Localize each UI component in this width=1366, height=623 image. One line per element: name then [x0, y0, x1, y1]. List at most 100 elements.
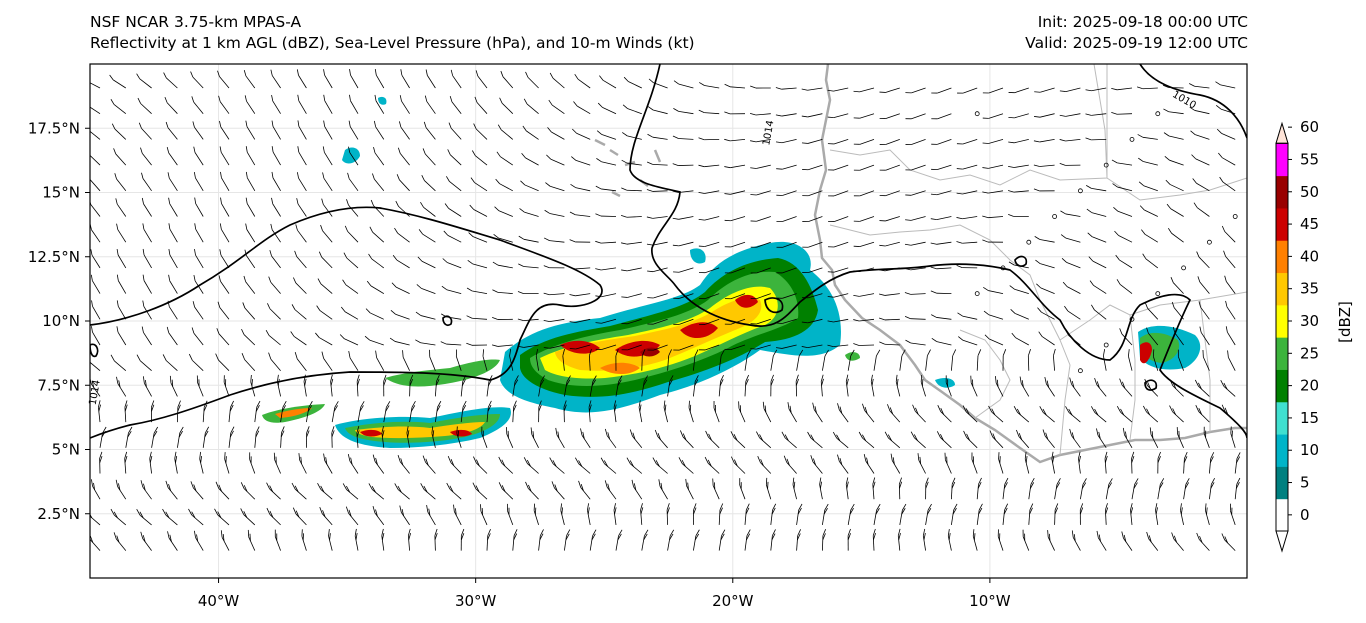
- wind-barb: [244, 95, 256, 114]
- wind-barb: [1225, 326, 1236, 346]
- wind-barb: [193, 530, 204, 551]
- isobar-label: 1014: [88, 379, 103, 406]
- wind-barb: [193, 146, 204, 166]
- wind-barb: [396, 174, 410, 192]
- wind-barb: [349, 69, 359, 89]
- wind-barb: [1183, 451, 1188, 474]
- wind-barb: [409, 374, 414, 397]
- wind-barb: [615, 348, 619, 371]
- wind-barb: [383, 374, 387, 397]
- calm-wind-marker: [1078, 368, 1083, 374]
- wind-barb: [1203, 426, 1210, 448]
- wind-barb: [586, 503, 591, 525]
- wind-barb: [673, 267, 694, 273]
- wind-barb: [290, 331, 307, 346]
- wind-barb: [905, 113, 926, 120]
- wind-barb: [372, 173, 385, 192]
- wind-barb: [1163, 132, 1184, 140]
- wind-barb: [1166, 203, 1184, 217]
- valid-time: Valid: 2025-09-19 12:00 UTC: [1025, 34, 1248, 52]
- wind-barb: [1194, 379, 1210, 397]
- wind-barb: [1085, 87, 1107, 92]
- wind-barb: [629, 429, 643, 449]
- wind-barb: [827, 87, 849, 92]
- wind-barb: [873, 349, 881, 371]
- wind-barb: [1111, 111, 1133, 115]
- wind-barb: [347, 172, 359, 192]
- wind-barb: [295, 224, 307, 243]
- wind-barb: [1165, 179, 1184, 192]
- wind-barb: [421, 175, 436, 192]
- wind-barb: [1085, 113, 1107, 116]
- wind-barb: [202, 400, 208, 423]
- wind-barb: [819, 477, 823, 500]
- wind-barb: [988, 405, 1004, 423]
- wind-barb: [812, 402, 823, 423]
- wind-barb: [391, 282, 410, 294]
- wind-barb: [1034, 236, 1055, 243]
- wind-barb: [646, 216, 668, 219]
- wind-barb: [845, 374, 849, 397]
- isobar-1012: [629, 64, 1247, 439]
- wind-barb: [796, 529, 802, 551]
- wind-barb: [562, 348, 565, 371]
- wind-barb: [434, 528, 438, 551]
- wind-barb: [168, 197, 178, 217]
- wind-barb: [1060, 234, 1081, 243]
- wind-barb: [506, 427, 514, 448]
- wind-barb: [1167, 227, 1184, 243]
- wind-barb: [705, 430, 720, 449]
- wind-barb: [196, 375, 204, 397]
- fields-description: Reflectivity at 1 km AGL (dBZ), Sea-Leve…: [90, 34, 695, 52]
- wind-barb: [116, 274, 127, 294]
- wind-barb: [1061, 258, 1081, 269]
- wind-barb: [409, 401, 416, 423]
- wind-barb: [499, 97, 514, 114]
- calm-wind-marker: [1129, 316, 1135, 322]
- wind-barb: [254, 400, 261, 423]
- wind-barb: [951, 477, 956, 500]
- wind-barb: [1227, 350, 1236, 371]
- wind-barb: [1193, 202, 1210, 217]
- wind-barb: [1111, 87, 1133, 91]
- wind-barb: [738, 401, 746, 423]
- wind-barb: [905, 216, 926, 221]
- wind-barb: [820, 374, 824, 397]
- wind-barb: [802, 267, 823, 274]
- wind-barb: [1008, 164, 1029, 168]
- wind-barb: [426, 505, 436, 526]
- wind-barb: [925, 503, 932, 525]
- wind-barb: [775, 139, 797, 144]
- wind-barb: [750, 241, 771, 248]
- map-title: NSF NCAR 3.75-km MPAS-A Reflectivity at …: [90, 12, 695, 54]
- wind-barb: [573, 101, 591, 115]
- wind-barb: [90, 82, 101, 89]
- wind-barb: [640, 503, 644, 525]
- wind-barb: [498, 482, 514, 500]
- wind-barb: [879, 241, 900, 247]
- wind-barb: [878, 293, 900, 296]
- isobar-loop: [90, 343, 99, 358]
- wind-barb: [698, 190, 720, 194]
- wind-barb: [652, 457, 668, 474]
- wind-barb: [1209, 477, 1215, 500]
- wind-barb: [1034, 113, 1055, 118]
- wind-barb: [322, 172, 333, 192]
- wind-barb: [114, 173, 127, 192]
- wind-barb: [730, 431, 746, 449]
- wind-barb: [440, 341, 462, 346]
- wind-barb: [724, 83, 746, 89]
- wind-barb: [342, 483, 359, 500]
- wind-barb: [853, 267, 875, 272]
- wind-barb: [1028, 478, 1035, 500]
- wind-barb: [904, 315, 926, 320]
- wind-barb: [276, 374, 281, 397]
- wind-barb: [466, 342, 488, 346]
- wind-barb: [331, 401, 339, 423]
- wind-barb: [724, 293, 746, 300]
- wind-barb: [517, 318, 539, 322]
- wind-barb: [456, 426, 462, 448]
- wind-barb: [440, 313, 462, 320]
- coastlines: [594, 64, 1247, 464]
- wind-barb: [673, 80, 694, 89]
